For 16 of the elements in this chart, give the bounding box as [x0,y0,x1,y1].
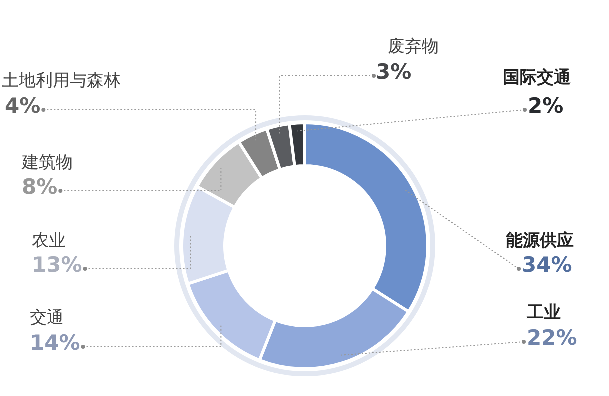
data-label: 3% [376,60,412,84]
data-label: 22% [527,326,578,350]
data-label: 34% [522,253,572,277]
slice-label: 国际交通 [503,68,571,88]
data-label: 14% [30,331,80,355]
slice-label: 交通 [30,308,64,328]
data-label: 2% [528,94,564,118]
slice-label: 农业 [32,231,66,251]
slice-label: 能源供应 [506,231,574,251]
data-label: 13% [32,253,82,277]
data-label: 4% [5,94,41,118]
slice-label: 工业 [526,303,561,323]
slice-label: 建筑物 [21,153,73,173]
slice-label: 土地利用与森林 [2,71,121,91]
slice-label: 废弃物 [388,37,439,57]
data-label: 8% [22,175,58,199]
